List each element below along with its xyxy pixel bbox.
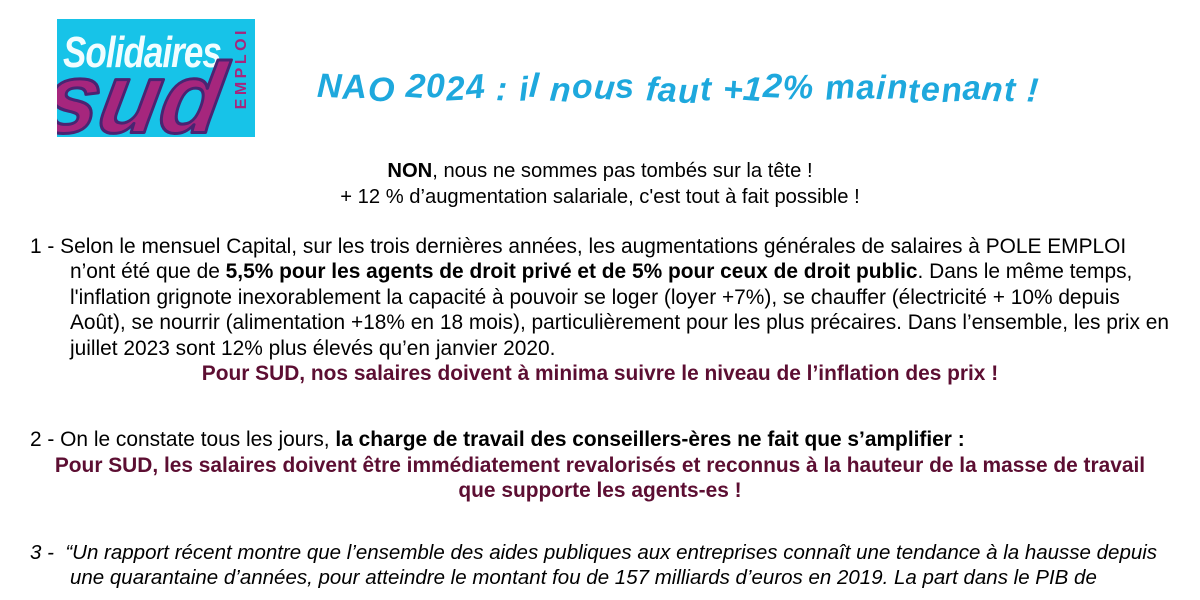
svg-text:sud: sud	[57, 53, 235, 137]
